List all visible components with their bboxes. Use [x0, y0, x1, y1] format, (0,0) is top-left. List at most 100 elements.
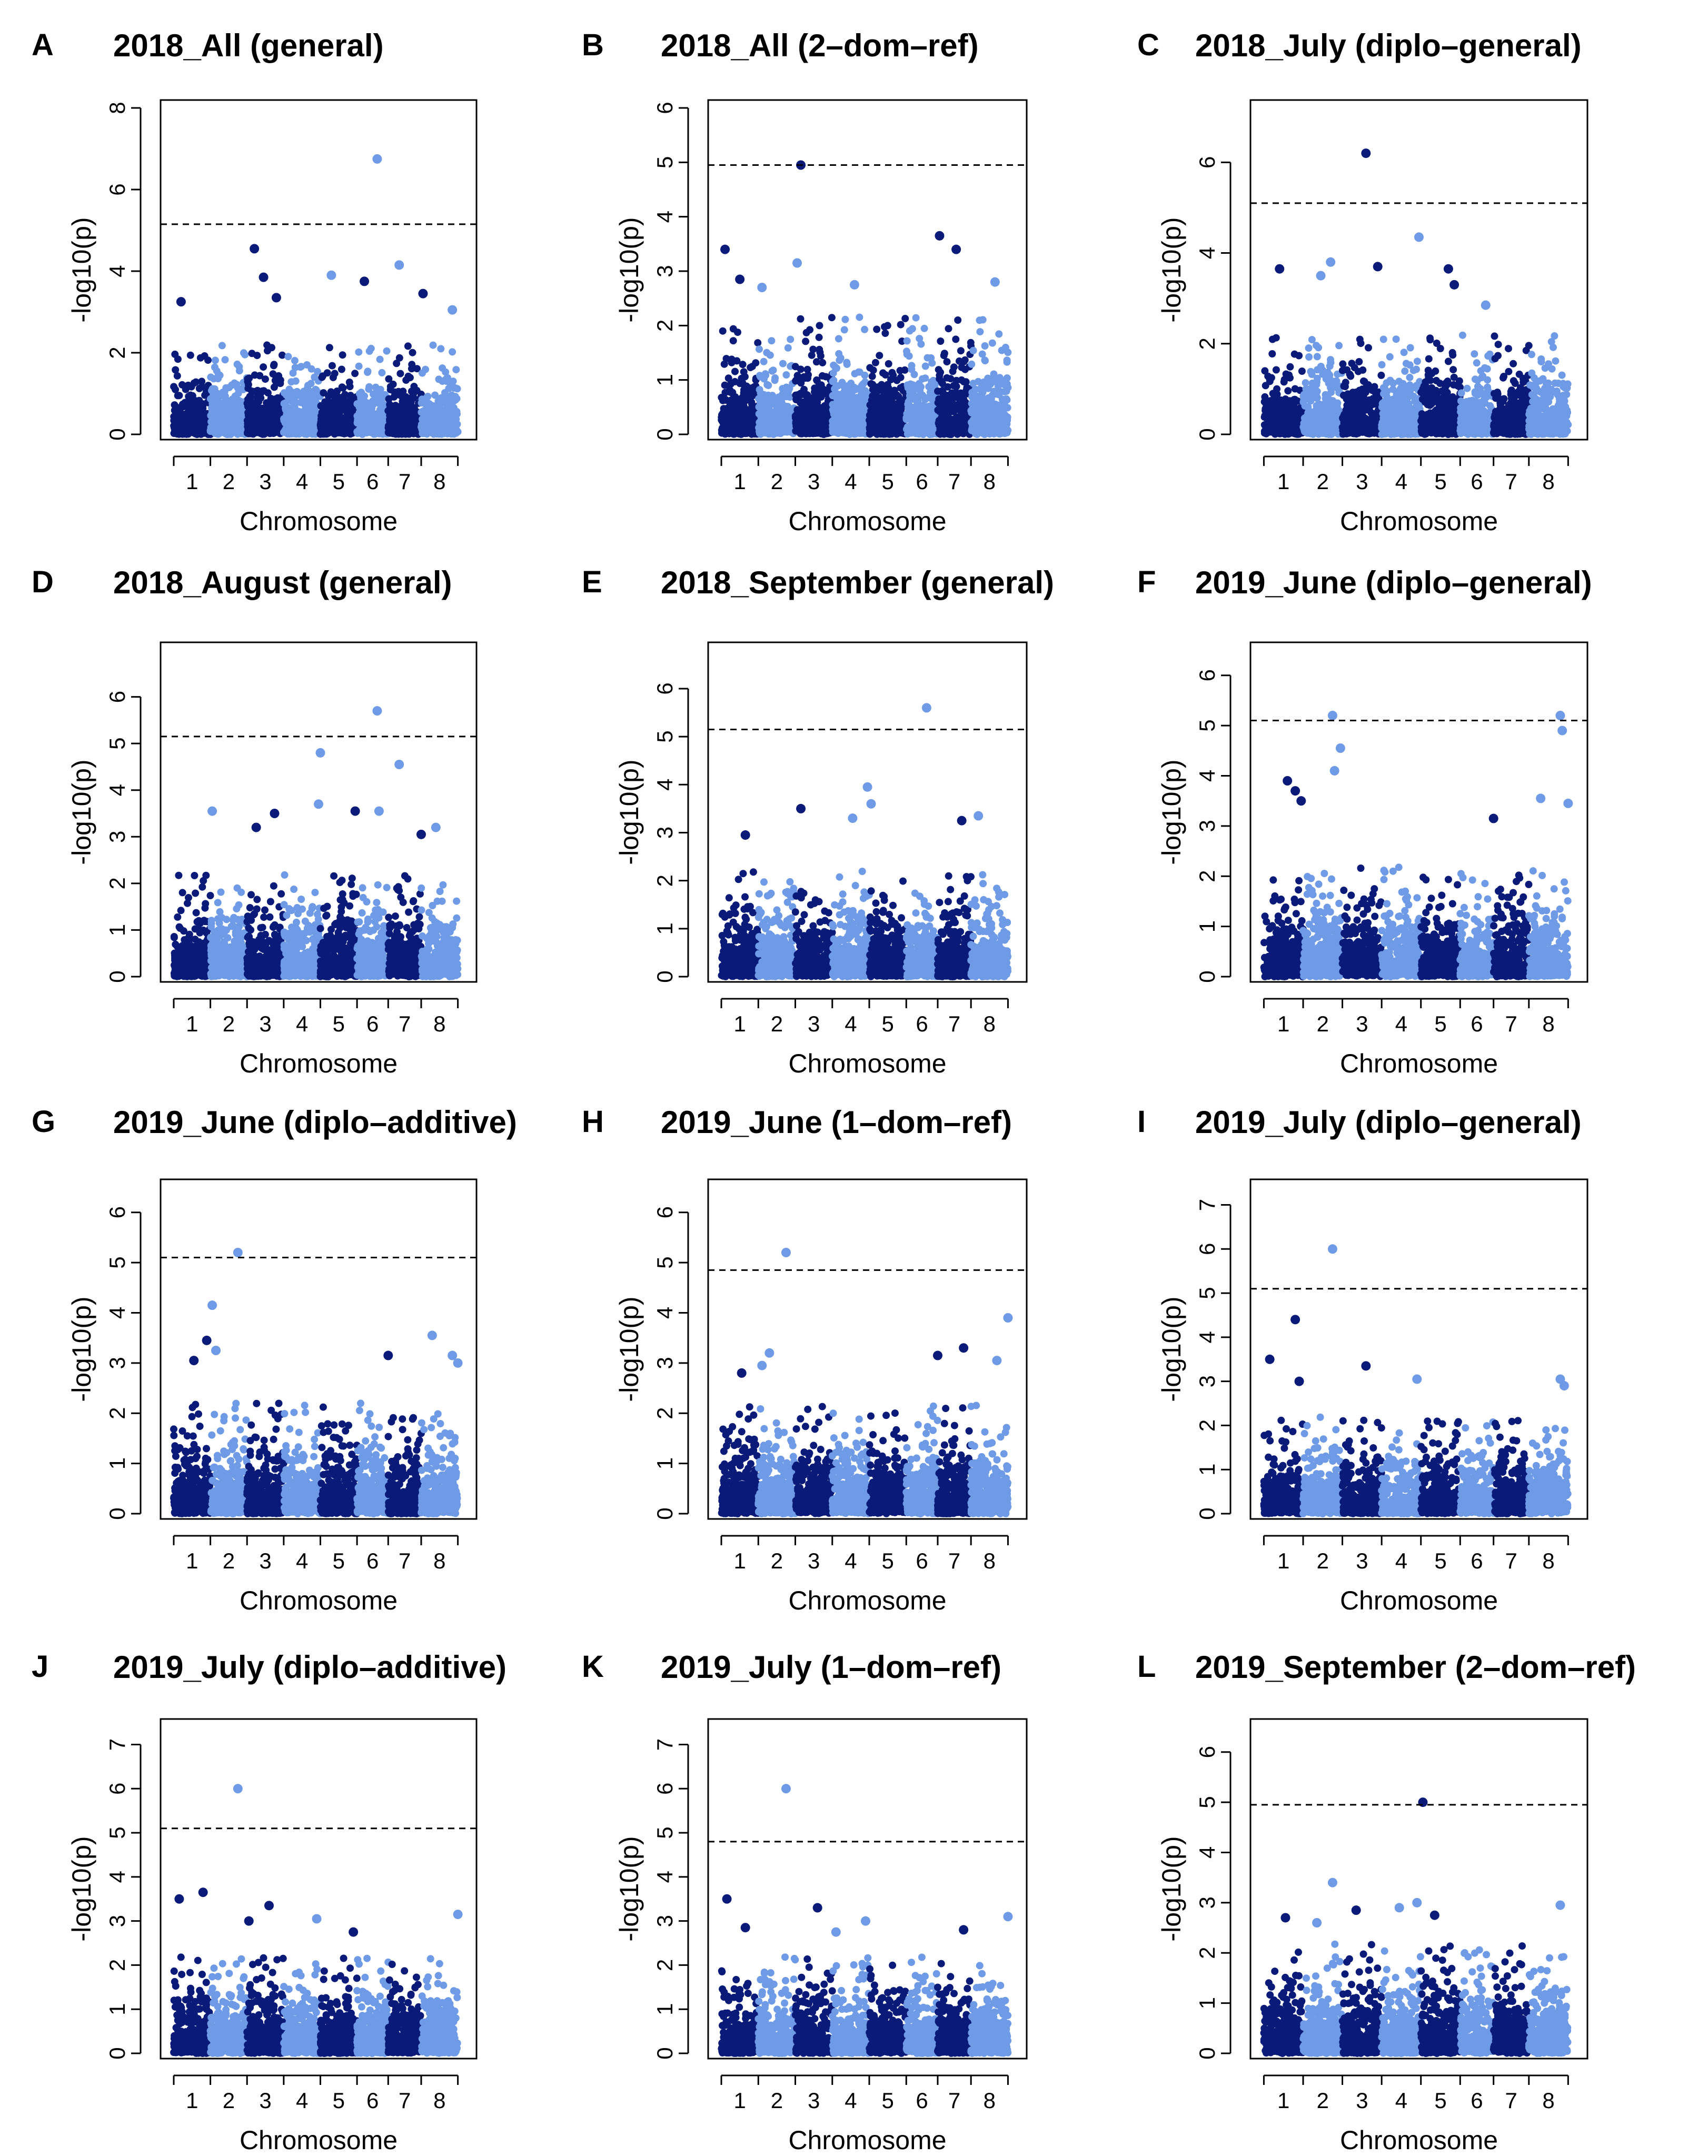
y-tick-label: 0 — [1195, 2047, 1219, 2059]
snp-points — [170, 706, 462, 980]
y-tick-label: 1 — [652, 922, 677, 935]
snp-cloud-chr2 — [754, 878, 799, 980]
panel-title: 2019_June (diplo–general) — [1195, 565, 1592, 600]
plot-frame — [160, 1178, 478, 1520]
peak-point — [211, 1346, 221, 1355]
y-tick-label: 2 — [105, 1407, 130, 1419]
x-axis-label: Chromosome — [240, 506, 398, 536]
peak-point — [1327, 1877, 1337, 1887]
snp-points — [718, 1784, 1013, 2058]
panel-letter: E — [582, 565, 602, 599]
x-tick-label: 6 — [366, 1011, 379, 1036]
snp-cloud-chr3 — [1338, 1941, 1385, 2057]
snp-cloud-chr1 — [718, 868, 762, 980]
peak-point — [1283, 776, 1293, 786]
snp-cloud-chr5 — [316, 1403, 361, 1517]
x-tick-label: 7 — [1505, 1011, 1517, 1036]
y-axis-label: -log10(p) — [1157, 217, 1186, 322]
y-tick-label: 5 — [1195, 719, 1219, 731]
snp-cloud-chr5 — [866, 877, 910, 980]
peak-point — [866, 799, 876, 809]
y-axis: 0 1 2 3 4 5 6 -log10(p) — [67, 691, 142, 983]
y-tick-label: 4 — [1195, 247, 1219, 259]
panel-letter: D — [32, 565, 54, 599]
peak-point — [1429, 1910, 1439, 1920]
peak-point — [1296, 796, 1306, 806]
snp-cloud-chr6 — [353, 344, 392, 438]
snp-cloud-chr7 — [1489, 1942, 1533, 2058]
y-tick-label: 6 — [1195, 669, 1219, 681]
panel-g: G 2019_June (diplo–additive)0123456-log10… — [32, 1105, 517, 1615]
peak-point — [1557, 726, 1567, 736]
peak-point — [416, 829, 426, 839]
panel-title: 2019_July (diplo–general) — [1195, 1105, 1582, 1140]
y-tick-label: 5 — [652, 730, 677, 742]
y-tick-label: 6 — [1195, 1243, 1219, 1255]
plot-frame — [1249, 1718, 1588, 2060]
y-tick-label: 2 — [652, 1407, 677, 1419]
x-tick-label: 7 — [948, 1548, 960, 1573]
panel-l: L 2019_September (2–dom–ref)0123456-log10… — [1137, 1650, 1636, 2155]
y-tick-label: 1 — [652, 374, 677, 386]
peak-point — [781, 1784, 791, 1794]
x-axis-label: Chromosome — [788, 506, 946, 536]
y-tick-label: 3 — [1195, 1375, 1219, 1387]
snp-cloud-chr8 — [1525, 332, 1572, 438]
y-axis: 0 1 2 3 4 5 6 7 -log10(p) — [1157, 1199, 1232, 1520]
snp-cloud-chr4 — [280, 1402, 324, 1517]
peak-point — [372, 154, 382, 164]
x-tick-label: 8 — [984, 1011, 996, 1036]
y-tick-label: 3 — [652, 265, 677, 277]
y-axis-label: -log10(p) — [67, 759, 96, 865]
x-tick-label: 8 — [1542, 2088, 1554, 2113]
panel-letter: B — [582, 28, 604, 62]
y-tick-label: 6 — [652, 682, 677, 694]
snp-cloud-chr5 — [866, 1409, 910, 1517]
y-axis-label: -log10(p) — [67, 217, 96, 322]
y-tick-label: 0 — [652, 2047, 677, 2059]
x-tick-label: 8 — [984, 1548, 996, 1573]
y-axis: 0 1 2 3 4 5 6 -log10(p) — [614, 102, 689, 441]
snp-cloud-chr6 — [353, 881, 392, 980]
panel-letter: G — [32, 1105, 55, 1139]
peak-point — [1326, 257, 1336, 267]
x-tick-label: 8 — [1542, 1548, 1554, 1573]
y-tick-label: 1 — [1195, 920, 1219, 932]
y-tick-label: 3 — [1195, 1896, 1219, 1909]
y-tick-label: 5 — [1195, 1287, 1219, 1299]
y-tick-label: 5 — [652, 156, 677, 168]
snp-cloud-chr4 — [829, 1954, 873, 2057]
x-tick-label: 2 — [1317, 1011, 1329, 1036]
x-tick-label: 8 — [433, 469, 445, 494]
snp-points — [170, 1248, 463, 1517]
peak-point — [862, 782, 872, 792]
x-tick-label: 3 — [808, 1548, 820, 1573]
y-tick-label: 2 — [1195, 1419, 1219, 1432]
x-tick-label: 5 — [1434, 1548, 1446, 1573]
peak-point — [1280, 1913, 1290, 1923]
peak-point — [1290, 786, 1300, 796]
x-axis-label: Chromosome — [1340, 506, 1498, 536]
snp-cloud-chr3 — [243, 1399, 287, 1517]
peak-point — [757, 1360, 767, 1370]
peak-point — [372, 706, 382, 716]
x-tick-label: 5 — [1434, 2088, 1446, 2113]
snp-points — [1260, 148, 1572, 438]
x-tick-label: 4 — [845, 469, 857, 494]
x-tick-label: 3 — [808, 1011, 820, 1036]
y-tick-label: 0 — [652, 1507, 677, 1519]
y-tick-label: 1 — [105, 1457, 130, 1469]
x-tick-label: 6 — [1471, 1011, 1483, 1036]
peak-point — [1361, 1361, 1371, 1371]
snp-cloud-chr3 — [1338, 865, 1385, 980]
snp-cloud-chr1 — [170, 1953, 214, 2058]
y-tick-label: 1 — [105, 2003, 130, 2015]
y-tick-label: 6 — [652, 1783, 677, 1795]
peak-point — [349, 1927, 359, 1937]
snp-cloud-chr2 — [207, 1399, 251, 1517]
